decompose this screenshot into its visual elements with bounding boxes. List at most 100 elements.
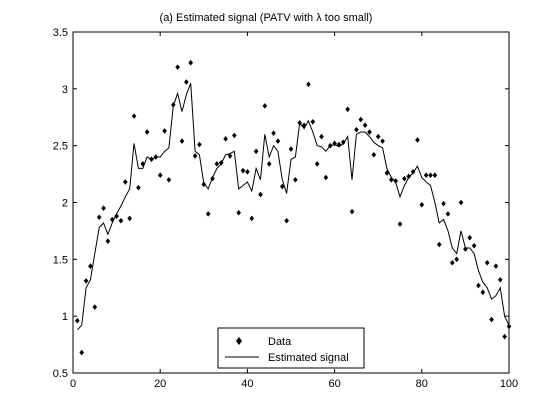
data-point [136, 184, 141, 191]
data-point [249, 215, 255, 222]
data-point [266, 161, 272, 167]
data-point [258, 191, 263, 198]
data-point [471, 242, 477, 249]
data-point [341, 139, 346, 146]
data-point [79, 349, 85, 356]
data-point [162, 128, 167, 134]
data-point [83, 278, 89, 284]
data-point [489, 316, 494, 323]
data-point [306, 81, 311, 88]
data-point [205, 211, 211, 217]
data-point [423, 172, 429, 179]
data-point [140, 161, 146, 167]
data-point [314, 161, 320, 167]
data-point [92, 304, 98, 310]
data-point [484, 259, 490, 266]
data-point [170, 101, 176, 108]
data-point [380, 138, 385, 144]
data-point [436, 241, 442, 248]
plot-area [72, 31, 510, 374]
x-tick-label: 80 [416, 378, 428, 390]
data-point [179, 138, 185, 144]
data-point [114, 213, 119, 219]
data-point [310, 118, 316, 125]
data-point [419, 201, 425, 208]
data-point [192, 153, 198, 159]
legend-box [217, 327, 365, 369]
data-point [262, 103, 268, 109]
data-point [375, 133, 381, 140]
data-point [349, 208, 355, 215]
data-point [362, 122, 368, 129]
data-point [297, 120, 303, 126]
y-tick-label: 2 [62, 198, 68, 210]
data-point [188, 59, 194, 66]
data-point [428, 172, 433, 179]
data-point [288, 146, 294, 152]
data-point [271, 130, 276, 136]
data-point [201, 181, 207, 188]
data-point [236, 209, 241, 216]
data-point [301, 122, 307, 129]
data-point [223, 136, 228, 142]
data-point [232, 132, 237, 139]
data-point [445, 211, 451, 217]
data-point [175, 64, 180, 71]
x-tick-label: 0 [70, 378, 76, 390]
y-tick-label: 1.5 [53, 254, 68, 266]
data-point [345, 106, 350, 113]
data-point [367, 129, 372, 135]
data-point [105, 238, 111, 244]
x-tick-label: 20 [154, 378, 166, 390]
data-point [402, 175, 407, 182]
data-point [467, 234, 473, 241]
data-point [218, 159, 224, 166]
data-point [214, 161, 220, 167]
chart-title: (a) Estimated signal (PATV with λ too sm… [160, 12, 373, 24]
data-point [96, 214, 102, 221]
data-point [210, 175, 215, 182]
data-point [332, 140, 337, 147]
data-point [101, 205, 106, 211]
data-point [354, 126, 359, 133]
data-point [358, 116, 364, 123]
y-tick-label: 2.5 [53, 141, 68, 153]
data-point [109, 216, 115, 223]
data-point [476, 282, 481, 289]
legend: Data Estimated signal [217, 327, 365, 369]
x-tick-label: 60 [328, 378, 340, 390]
data-point [458, 199, 464, 206]
data-point [275, 138, 281, 144]
data-point [75, 317, 80, 324]
data-point [336, 141, 342, 148]
data-point [157, 172, 163, 179]
data-point [284, 217, 289, 224]
data-point [454, 256, 459, 263]
data-point [279, 183, 285, 190]
y-tick-label: 3 [62, 84, 68, 96]
data-point [123, 179, 128, 185]
data-point [441, 200, 446, 207]
data-point [388, 176, 394, 183]
y-tick-label: 1 [62, 311, 68, 323]
data-point [253, 148, 259, 155]
legend-data-marker [236, 337, 242, 345]
data-point [410, 169, 416, 175]
data-point [502, 333, 507, 340]
data-point [480, 289, 486, 296]
data-point [415, 137, 420, 143]
data-point [184, 79, 189, 85]
data-series [75, 59, 512, 356]
data-point [371, 151, 377, 158]
data-point [406, 173, 412, 180]
data-point [384, 170, 390, 176]
legend-label-data: Data [268, 336, 292, 348]
data-point [197, 141, 202, 148]
data-point [463, 246, 468, 252]
data-point [293, 176, 298, 183]
legend-label-estimated-signal: Estimated signal [268, 352, 349, 364]
y-tick-label: 0.5 [53, 368, 68, 380]
data-point [323, 174, 329, 181]
data-point [393, 178, 398, 184]
